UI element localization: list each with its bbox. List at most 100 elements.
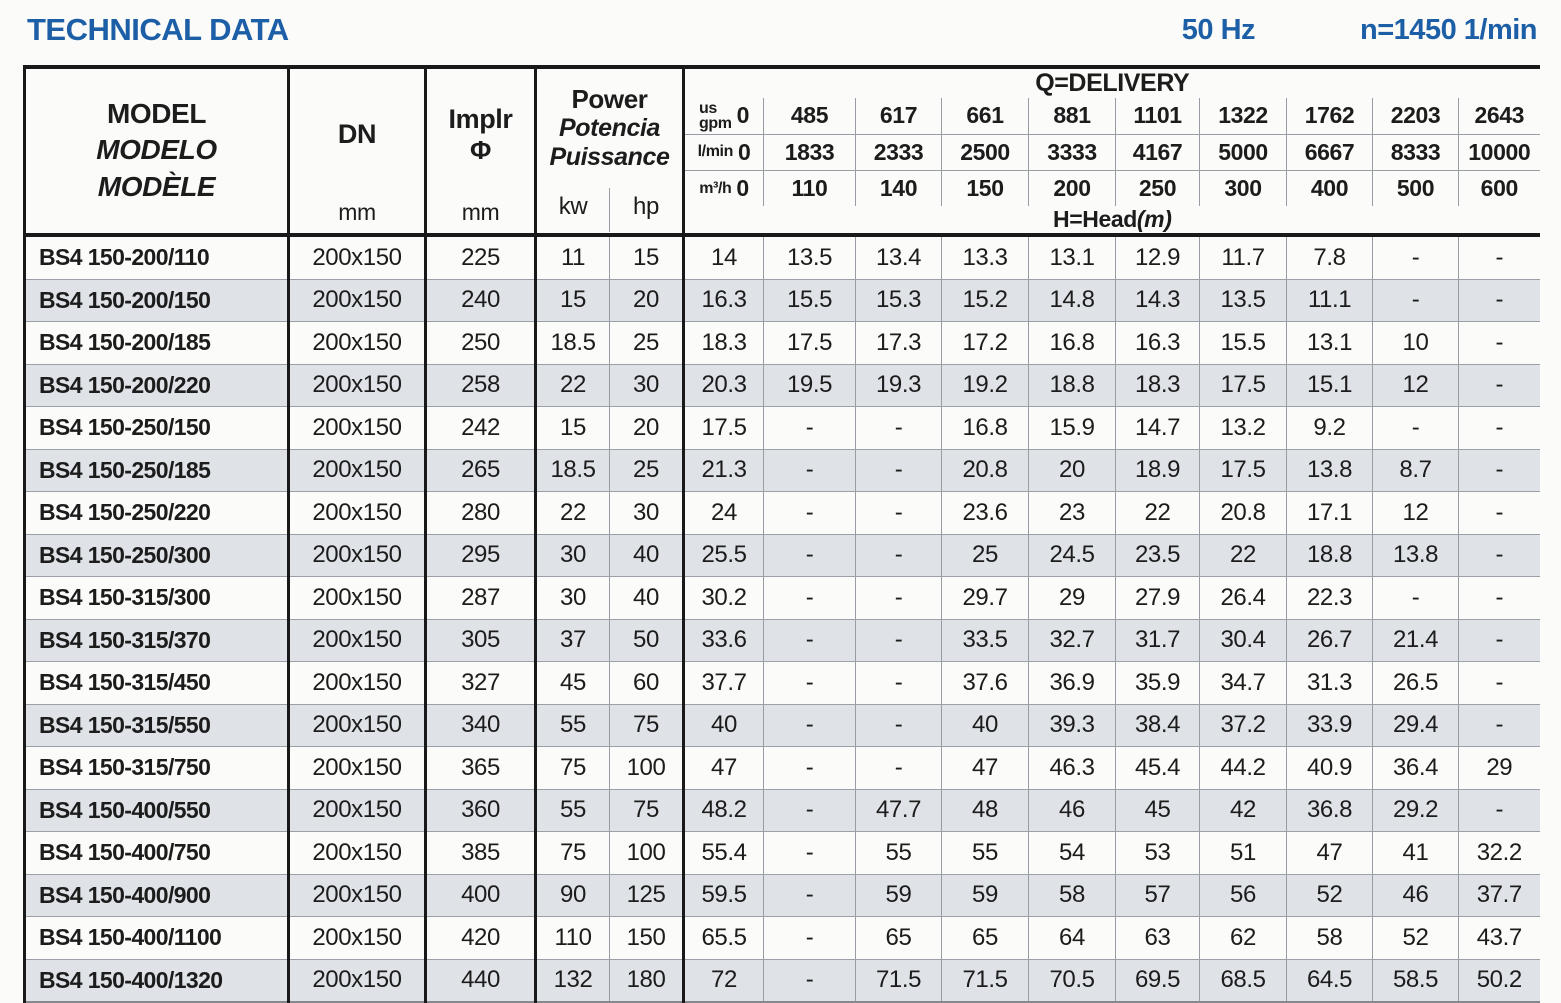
head-cell: - [763,916,856,960]
head-cell: 71.5 [941,959,1029,1003]
head-cell: - [855,534,942,577]
flow-value-cell: 10000 [1457,134,1540,171]
hp-cell: 180 [609,959,684,1003]
flow-value-cell: 300 [1199,170,1287,206]
head-cell: 11.7 [1199,235,1287,280]
hp-cell: 15 [609,235,684,280]
head-cell: 47.7 [855,789,942,832]
head-cell: 58.5 [1372,959,1459,1003]
head-cell: - [1457,789,1540,832]
head-cell: - [763,449,856,492]
flow-value-cell: 1762 [1286,98,1373,135]
dn-cell: 200x150 [287,449,426,492]
head-cell: 37.2 [1199,704,1287,747]
head-cell: 69.5 [1115,959,1200,1003]
head-cell: 15.1 [1286,364,1373,407]
head-cell: 13.8 [1286,449,1373,492]
head-cell: 36.4 [1372,746,1459,790]
table-row: BS4 150-250/185 200x150 265 18.5 25 21.3- -20.… [24,449,1540,492]
head-cell: 37.6 [941,661,1029,705]
head-cell: 48.2 [682,789,764,832]
head-cell: 13.8 [1372,534,1459,577]
flow-value-cell: 200 [1028,170,1116,206]
model-cell: BS4 150-315/750 [24,746,289,790]
head-cell: - [1457,321,1540,365]
kw-cell: 30 [534,534,610,577]
head-cell: 17.5 [682,406,764,450]
model-cell: BS4 150-250/185 [24,449,289,492]
head-cell: 22 [1115,491,1200,535]
head-cell: 23 [1028,491,1116,535]
table-row: BS4 150-315/450 200x150 327 45 60 37.7- -37.6 3… [24,661,1540,705]
head-cell: 16.8 [1028,321,1116,365]
head-cell: 29.2 [1372,789,1459,832]
head-cell: 22 [1199,534,1287,577]
head-cell: 32.7 [1028,619,1116,662]
head-cell: - [1457,491,1540,535]
head-cell: 8.7 [1372,449,1459,492]
model-cell: BS4 150-400/1100 [24,916,289,960]
head-cell: 17.2 [941,321,1029,365]
kw-cell: 30 [534,576,610,620]
head-cell: 14.3 [1115,279,1200,322]
dn-cell: 200x150 [287,364,426,407]
model-cell: BS4 150-200/150 [24,279,289,322]
head-cell: - [855,661,942,705]
flow-value-cell: 881 [1028,98,1116,135]
q-delivery-title: Q=DELIVERY [681,67,1540,98]
head-cell: 40 [682,704,764,747]
model-cell: BS4 150-200/185 [24,321,289,365]
head-cell: 20.8 [1199,491,1287,535]
dn-cell: 200x150 [287,916,426,960]
head-cell: 20 [1028,449,1116,492]
head-cell: 24 [682,491,764,535]
head-cell: 37.7 [1457,874,1540,917]
kw-cell: 75 [534,746,610,790]
flow-value-cell: 600 [1457,170,1540,206]
impeller-label: Implr [448,103,513,134]
delivery-flow-row: m³/h 0 110 140 150 200 250 300 400 500 600 [25,170,1540,206]
model-cell: BS4 150-315/550 [24,704,289,747]
flow-value-cell: 617 [855,98,942,135]
model-cell: BS4 150-200/220 [24,364,289,407]
dn-cell: 200x150 [287,576,426,620]
dn-cell: 200x150 [287,235,426,280]
delivery-flow-row: us gpm 0 485 617 661 881 1101 1322 1762 2203 2643 [25,98,1540,135]
head-cell: 55 [855,831,942,875]
impeller-cell: 440 [424,959,536,1003]
head-cell: 40 [941,704,1029,747]
power-column-header: Power Potencia Puissance kw hp [534,67,684,237]
page-header: TECHNICAL DATA 50 Hz n=1450 1/min [27,12,1537,48]
table-row: BS4 150-200/185 200x150 250 18.5 25 18.3 17.5 1… [24,321,1540,365]
flow-unit-cell: us gpm 0 [682,98,764,135]
flow-value-cell: 250 [1115,170,1200,206]
head-cell: 25 [941,534,1029,577]
kw-cell: 75 [534,831,610,875]
model-cell: BS4 150-200/110 [24,235,289,280]
impeller-cell: 240 [424,279,536,322]
head-cell: 52 [1286,874,1373,917]
head-cell: 64 [1028,916,1116,960]
head-cell: - [1372,279,1459,322]
hp-cell: 150 [609,916,684,960]
head-cell: 72 [682,959,764,1003]
head-cell: 50.2 [1457,959,1540,1003]
impeller-column-header: Implr Φ mm [424,67,536,237]
table-row: BS4 150-200/110 200x150 225 11 15 14 13.5 13.4 1… [24,235,1540,280]
table-row: BS4 150-315/370 200x150 305 37 50 33.6- -33.5 3… [24,619,1540,662]
head-cell: 26.7 [1286,619,1373,662]
head-cell: 27.9 [1115,576,1200,620]
head-cell: 30.2 [682,576,764,620]
impeller-cell: 400 [424,874,536,917]
head-cell: 70.5 [1028,959,1116,1003]
impeller-cell: 287 [424,576,536,620]
head-cell: 17.1 [1286,491,1373,535]
head-cell: 18.9 [1115,449,1200,492]
hp-cell: 20 [609,406,684,450]
head-cell: 30.4 [1199,619,1287,662]
table-row: BS4 150-400/550 200x150 360 55 75 48.2-47.7 48… [24,789,1540,832]
impeller-cell: 280 [424,491,536,535]
head-cell: 64.5 [1286,959,1373,1003]
model-label-en: MODEL [106,97,207,129]
head-cell: 45.4 [1115,746,1200,790]
